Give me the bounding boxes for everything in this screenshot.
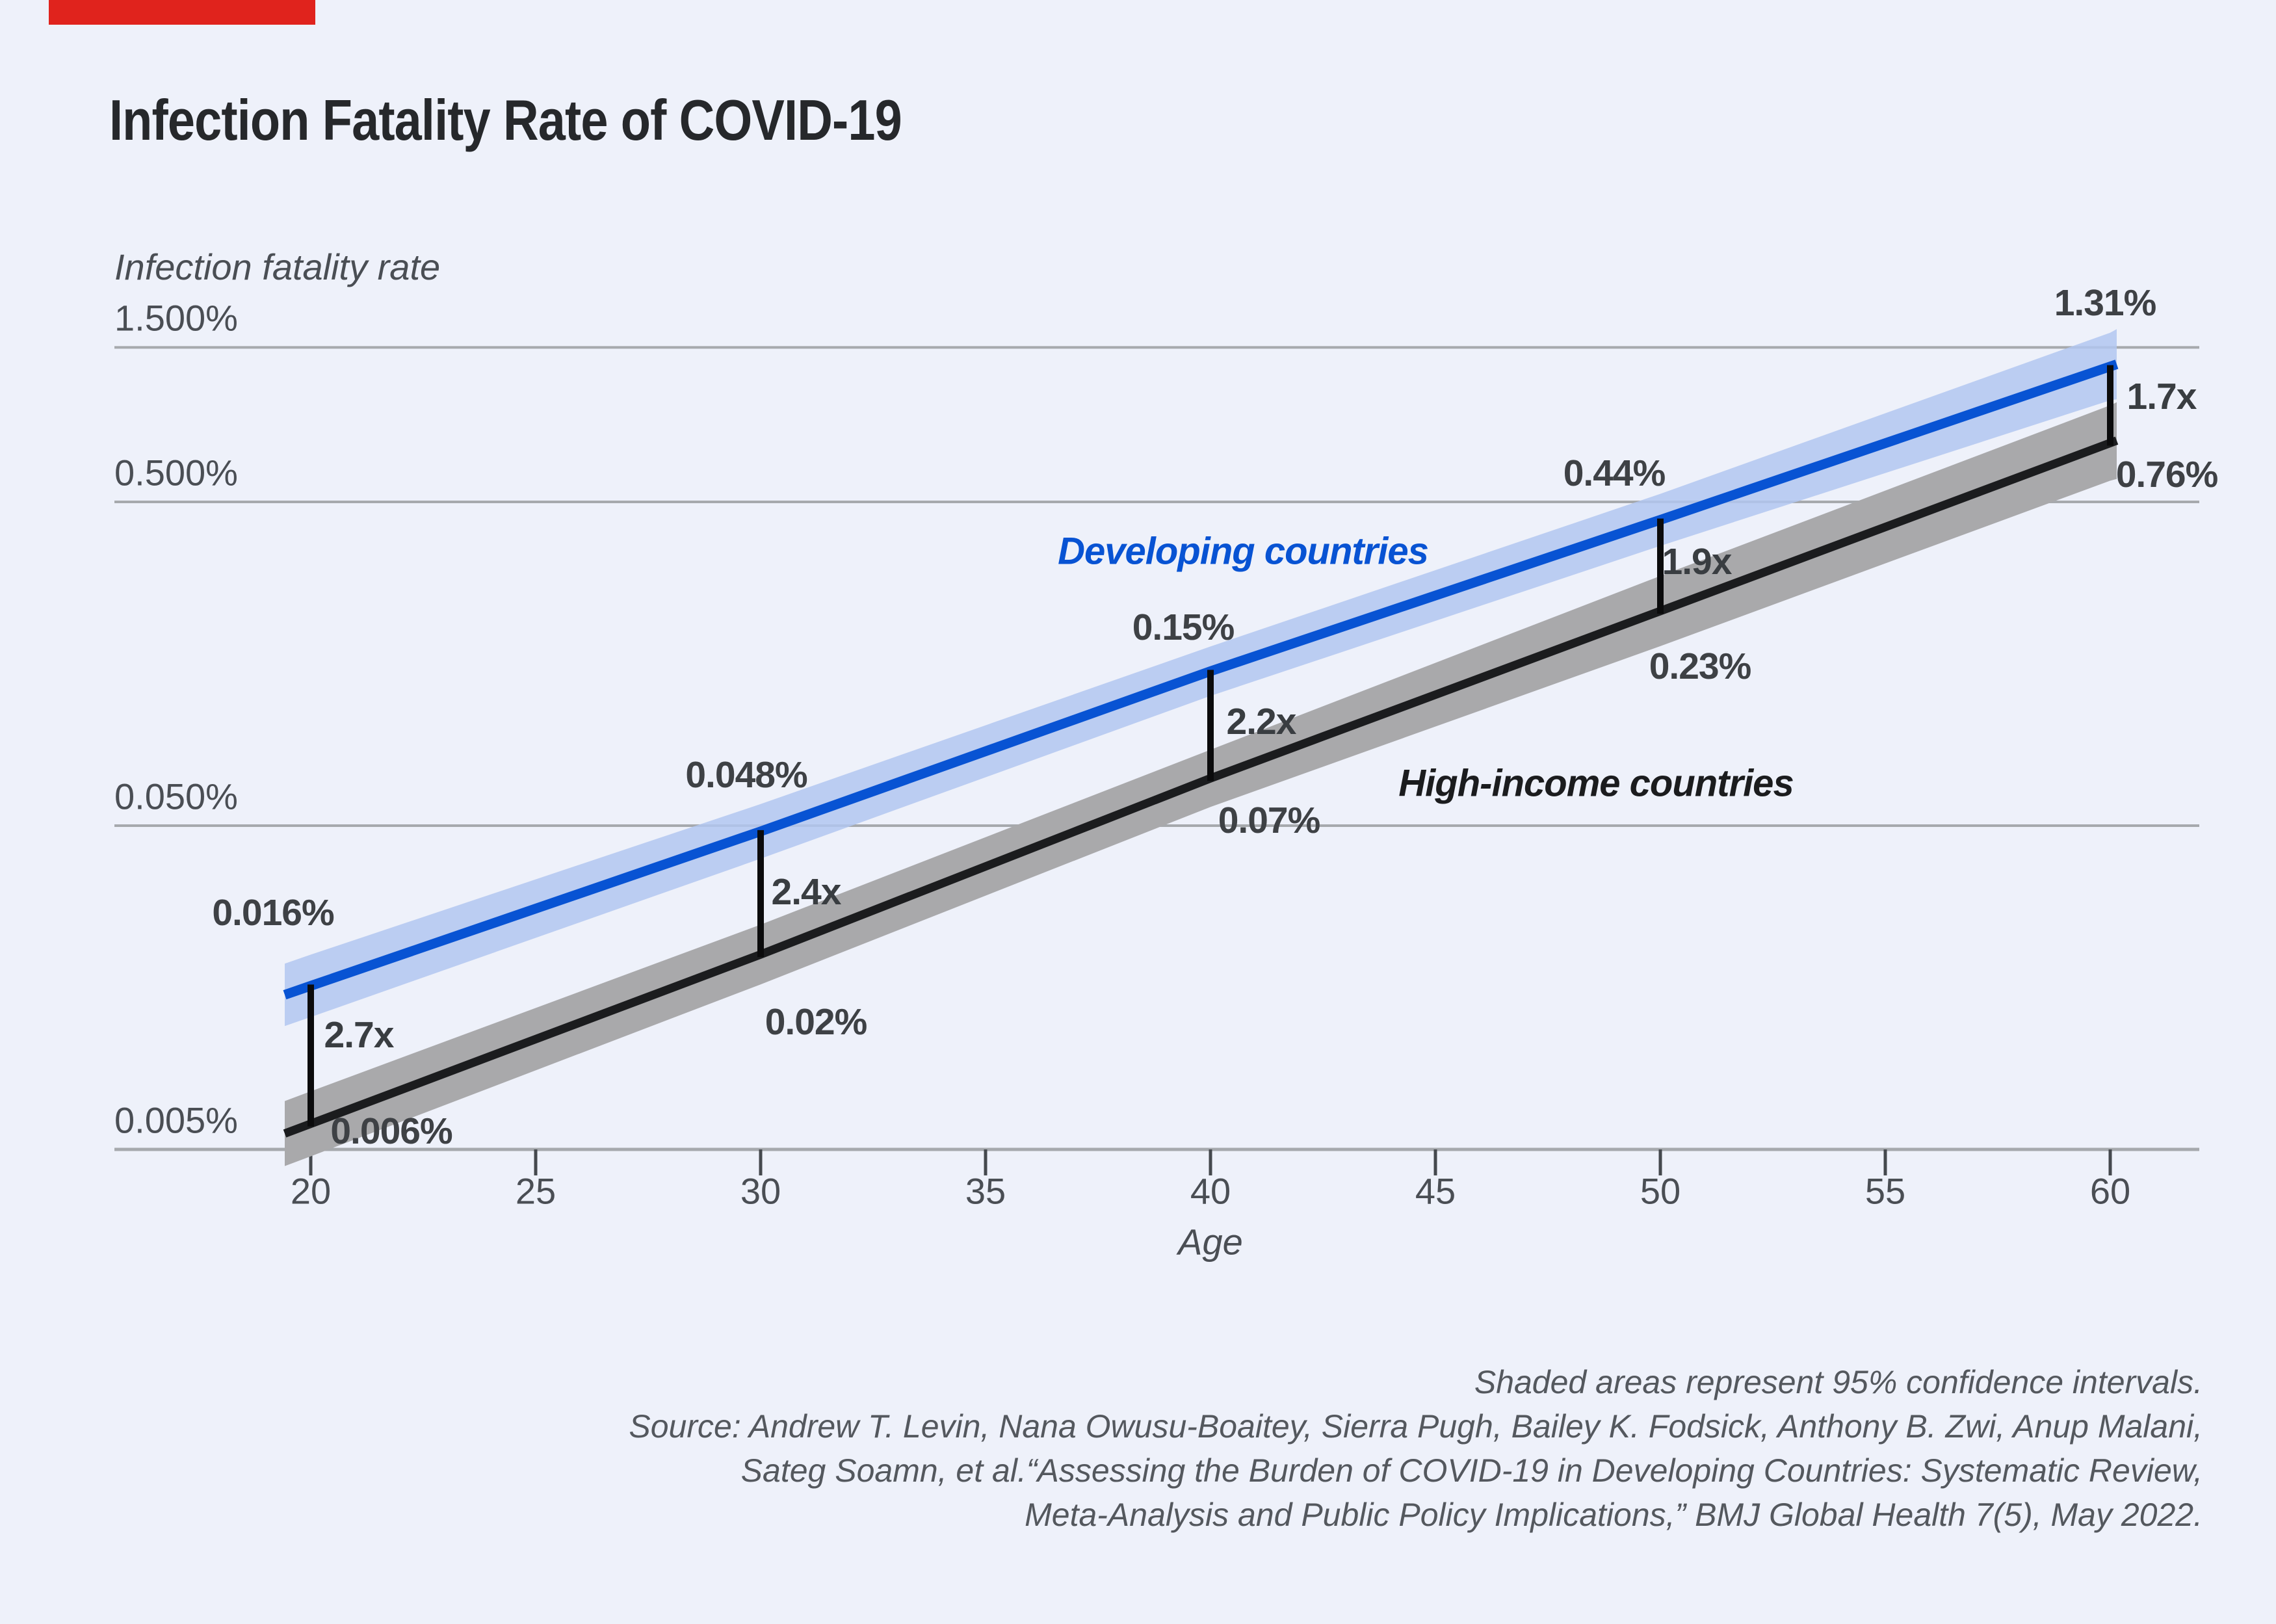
ratio-label: 2.4x <box>771 871 842 913</box>
y-axis-title: Infection fatality rate <box>114 246 441 287</box>
ratio-label: 2.7x <box>324 1014 395 1056</box>
value-label-high-income: 0.02% <box>765 1001 868 1043</box>
value-label-high-income: 0.07% <box>1218 800 1321 841</box>
series-label-high-income: High-income countries <box>1398 762 1794 805</box>
value-label-developing: 0.15% <box>1132 607 1235 648</box>
series-label-developing: Developing countries <box>1058 530 1429 573</box>
footnote-block: Shaded areas represent 95% confidence in… <box>317 1360 2203 1537</box>
x-axis-title: Age <box>1178 1221 1243 1263</box>
accent-bar <box>49 0 315 25</box>
y-tick-label: 0.005% <box>114 1099 238 1141</box>
footnote-line: Meta-Analysis and Public Policy Implicat… <box>1025 1497 2203 1533</box>
page-title: Infection Fatality Rate of COVID-19 <box>109 88 902 152</box>
x-tick-label: 30 <box>740 1170 781 1212</box>
series-line-developing <box>283 360 2119 1000</box>
value-label-high-income: 0.006% <box>330 1110 452 1152</box>
x-tick-label: 25 <box>515 1170 556 1212</box>
x-tick-label: 50 <box>1640 1170 1681 1212</box>
y-tick-label: 1.500% <box>114 297 238 339</box>
footnote-line: Source: Andrew T. Levin, Nana Owusu-Boai… <box>629 1408 2203 1445</box>
x-tick-label: 45 <box>1415 1170 1456 1212</box>
ratio-label: 1.9x <box>1662 541 1733 583</box>
value-label-high-income: 0.76% <box>2115 454 2219 495</box>
x-tick-label: 35 <box>965 1170 1006 1212</box>
y-tick-label: 0.050% <box>114 776 238 817</box>
value-label-developing: 0.048% <box>685 754 807 796</box>
x-tick-label: 55 <box>1864 1170 1906 1212</box>
value-label-developing: 0.44% <box>1563 452 1666 494</box>
x-tick-label: 40 <box>1190 1170 1231 1212</box>
ratio-label: 2.2x <box>1226 701 1297 742</box>
value-label-developing: 1.31% <box>2054 282 2157 324</box>
y-tick-label: 0.500% <box>114 452 238 493</box>
footnote-line: Sateg Soamn, et al.“Assessing the Burden… <box>740 1452 2203 1489</box>
ratio-label: 1.7x <box>2126 376 2197 417</box>
x-tick-label: 60 <box>2089 1170 2131 1212</box>
footnote-line: Shaded areas represent 95% confidence in… <box>1474 1364 2203 1400</box>
x-tick-label: 20 <box>290 1170 332 1212</box>
value-label-developing: 0.016% <box>212 892 334 934</box>
value-label-high-income: 0.23% <box>1649 646 1752 687</box>
